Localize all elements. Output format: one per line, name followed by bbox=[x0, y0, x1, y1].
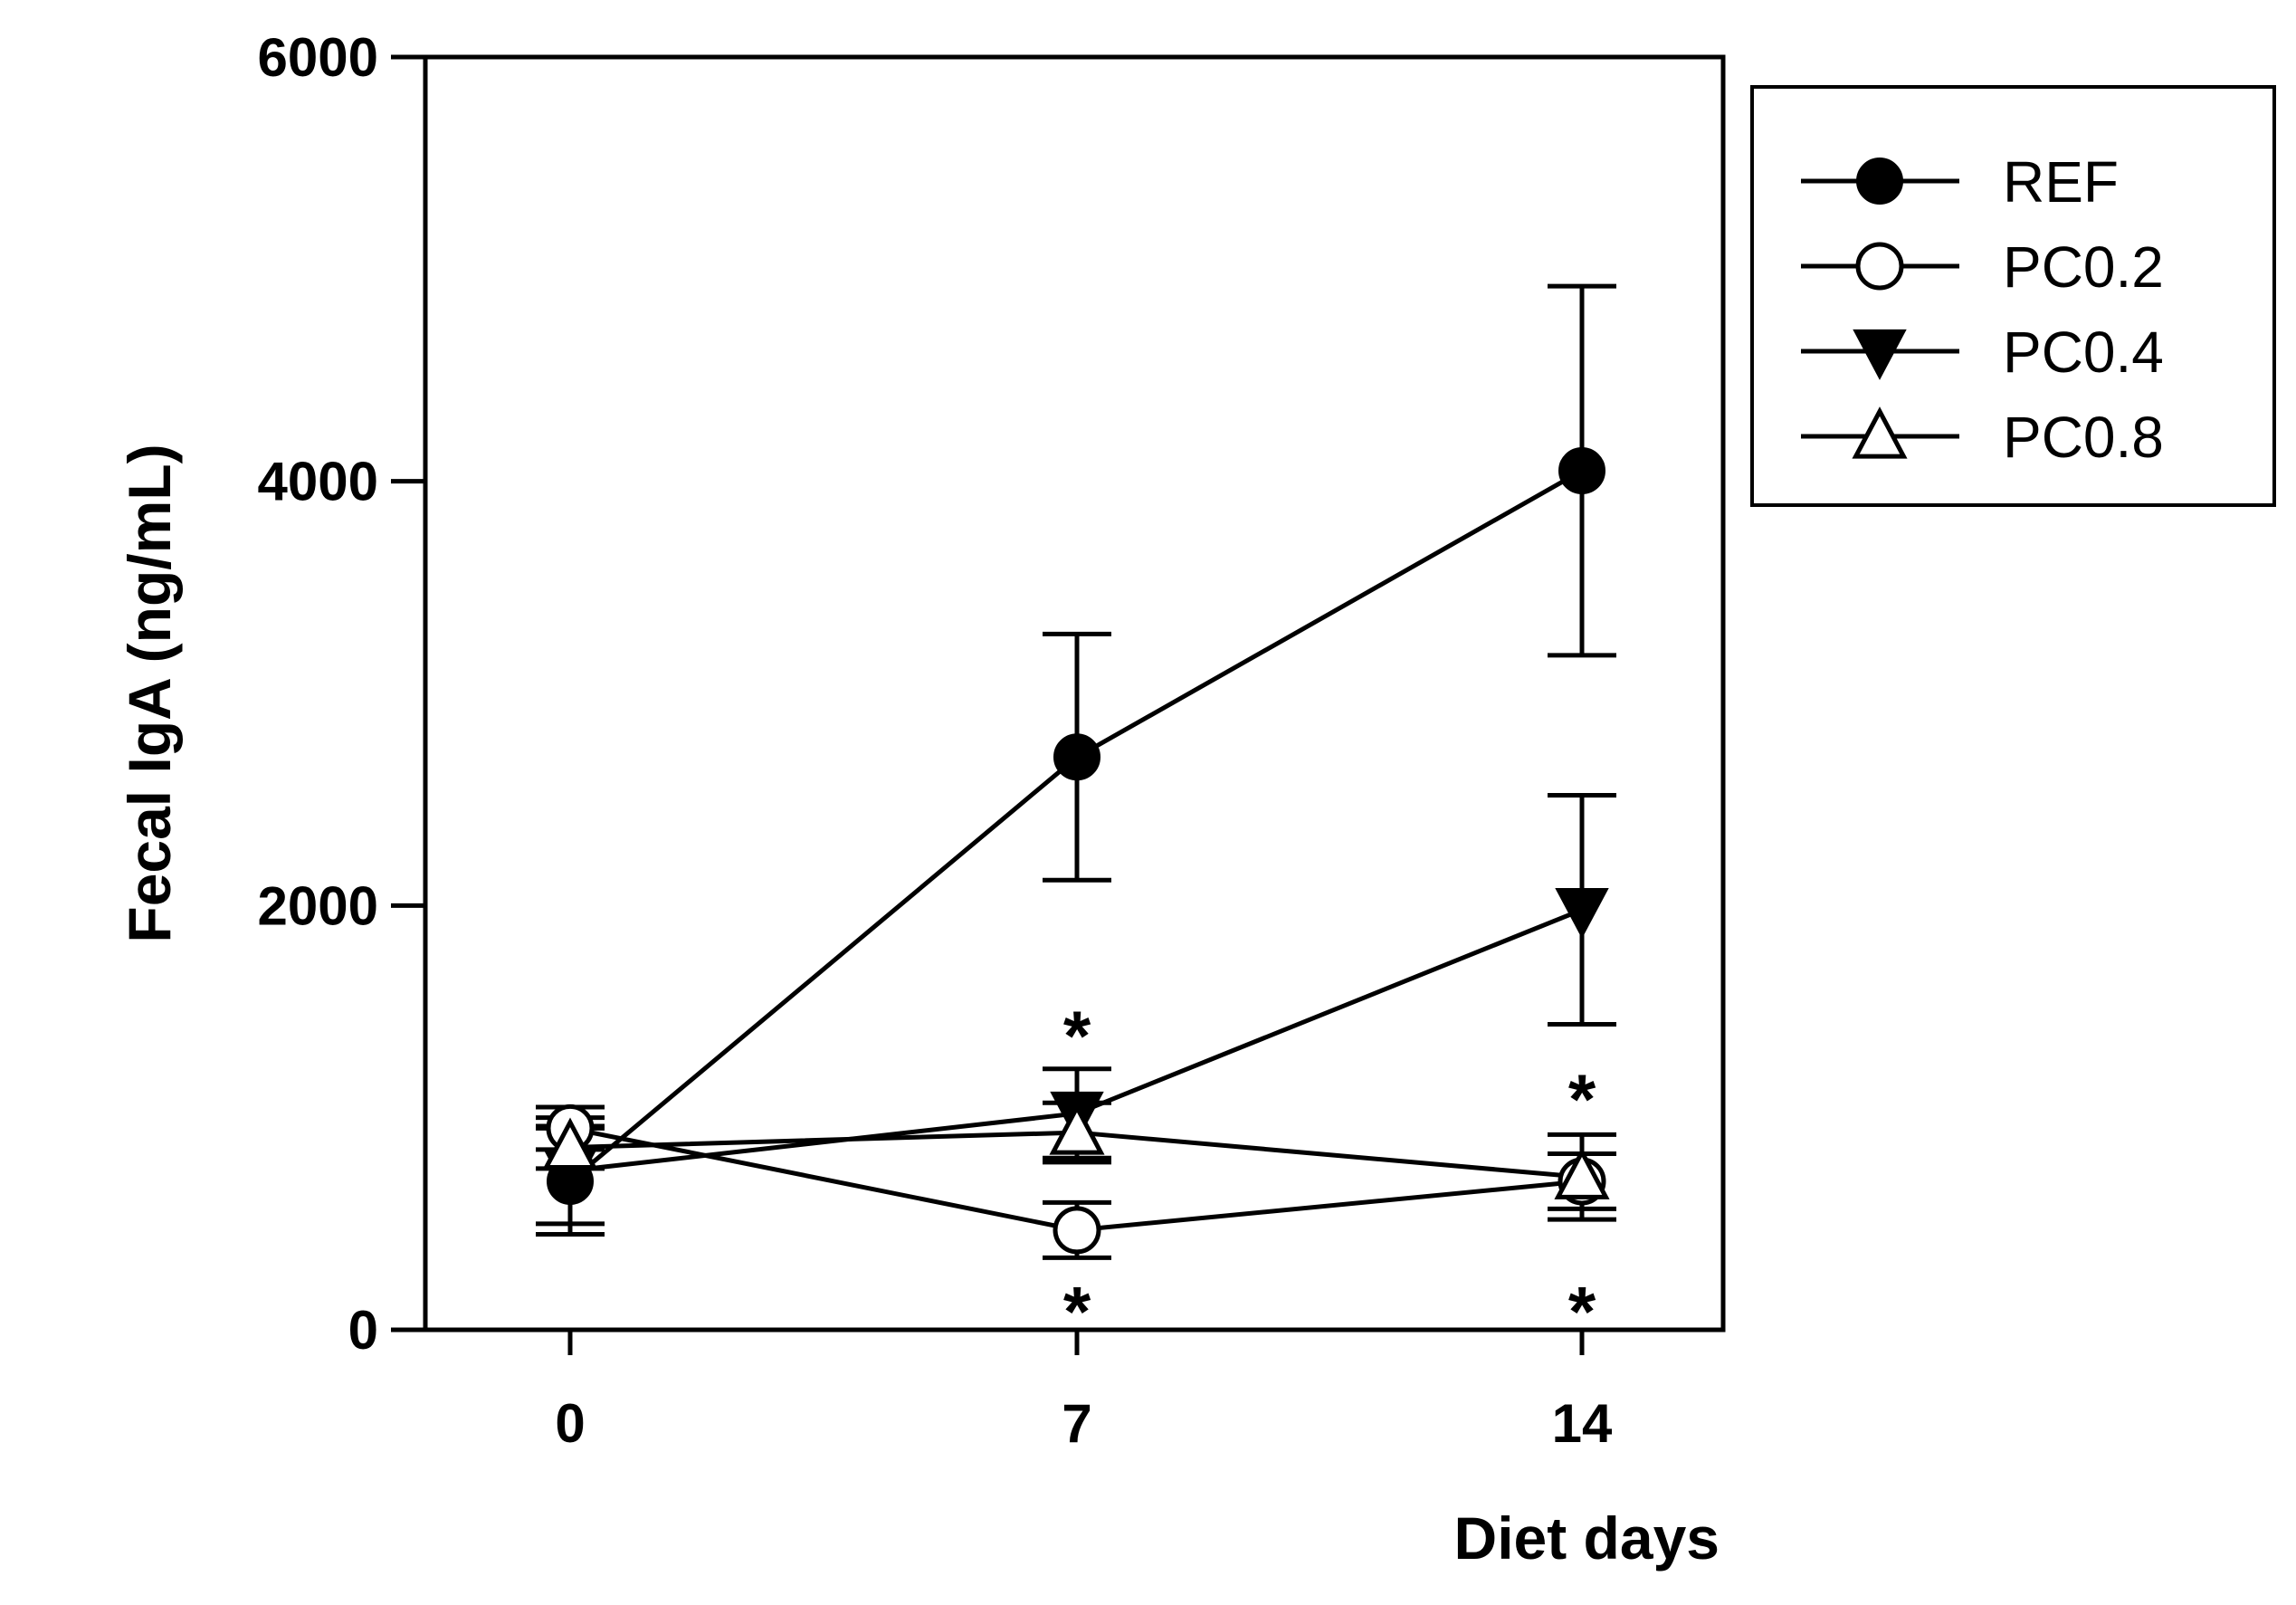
y-tick-label: 6000 bbox=[258, 27, 378, 88]
significance-asterisk: * bbox=[1063, 996, 1091, 1075]
significance-asterisk: * bbox=[1063, 1272, 1091, 1352]
legend-label: PC0.8 bbox=[2003, 405, 2164, 470]
data-point-pc08 bbox=[1554, 1147, 1610, 1199]
legend-item-pc04: PC0.4 bbox=[1801, 320, 2164, 385]
data-point-pc08 bbox=[1049, 1103, 1105, 1155]
legend: REF PC0.2 PC0.4 PC0.8 bbox=[1750, 85, 2276, 507]
x-tick-label: 7 bbox=[1062, 1393, 1091, 1454]
y-tick-label: 0 bbox=[348, 1300, 378, 1361]
legend-marker bbox=[1856, 158, 1903, 205]
legend-marker bbox=[1852, 406, 1908, 459]
x-axis-title: Diet days bbox=[1454, 1505, 1720, 1572]
plot-frame bbox=[423, 54, 1726, 1333]
legend-item-pc08: PC0.8 bbox=[1801, 405, 2164, 470]
y-tick-label: 2000 bbox=[258, 875, 378, 936]
legend-marker bbox=[1853, 329, 1907, 380]
y-axis-ticks: 0 2000 4000 6000 bbox=[258, 27, 425, 1361]
legend-label: PC0.2 bbox=[2003, 234, 2164, 300]
legend-label: PC0.4 bbox=[2003, 320, 2164, 385]
significance-asterisk: * bbox=[1568, 1272, 1596, 1352]
data-markers bbox=[542, 446, 1610, 1255]
legend-label: REF bbox=[2003, 149, 2119, 215]
significance-annotations: * * * * bbox=[1063, 996, 1596, 1352]
legend-item-pc02: PC0.2 bbox=[1801, 234, 2164, 300]
data-point-ref bbox=[1558, 446, 1605, 494]
data-point-pc08 bbox=[542, 1117, 598, 1170]
x-tick-label: 14 bbox=[1552, 1393, 1613, 1454]
data-point-ref bbox=[1053, 733, 1100, 781]
significance-asterisk: * bbox=[1568, 1059, 1596, 1139]
legend-item-ref: REF bbox=[1801, 149, 2119, 215]
x-tick-label: 0 bbox=[555, 1393, 585, 1454]
x-axis-ticks: 0 7 14 bbox=[555, 1330, 1613, 1454]
y-axis-title: Fecal IgA (ng/mL) bbox=[116, 444, 183, 942]
data-point-pc02 bbox=[1053, 1206, 1101, 1255]
legend-marker bbox=[1855, 242, 1904, 291]
data-point-pc04 bbox=[1555, 887, 1609, 939]
y-tick-label: 4000 bbox=[258, 452, 378, 512]
